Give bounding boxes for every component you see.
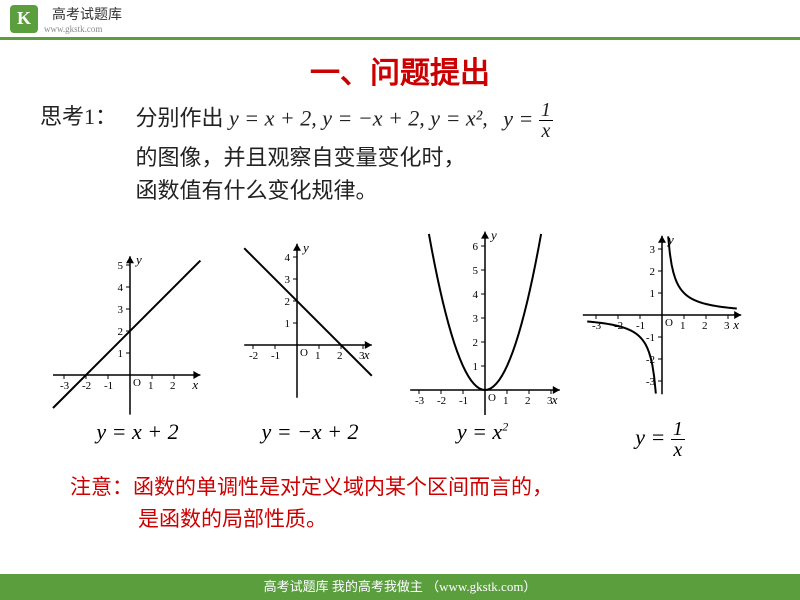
prompt-formulas: y = x + 2, y = −x + 2, y = x²,	[229, 106, 488, 131]
svg-text:-1: -1	[271, 350, 280, 362]
svg-text:2: 2	[337, 350, 343, 362]
label-3: y = x2	[395, 419, 570, 460]
label-4: y = 1x	[570, 419, 750, 460]
svg-text:1: 1	[650, 288, 656, 300]
svg-text:3: 3	[359, 350, 365, 362]
svg-text:O: O	[488, 392, 496, 404]
prompt-block: 思考1： 分别作出 y = x + 2, y = −x + 2, y = x²,…	[40, 100, 760, 207]
svg-text:2: 2	[702, 320, 708, 332]
svg-text:3: 3	[547, 395, 553, 407]
svg-text:2: 2	[285, 296, 291, 308]
svg-text:-2: -2	[82, 380, 91, 392]
note-line2: 是函数的局部性质。	[70, 504, 760, 536]
svg-text:4: 4	[118, 282, 124, 294]
svg-text:3: 3	[650, 244, 656, 256]
header: K 高考试题库 www.gkstk.com	[0, 0, 800, 40]
svg-text:-2: -2	[437, 395, 446, 407]
label-2: y = −x + 2	[225, 419, 395, 460]
svg-text:-3: -3	[60, 380, 70, 392]
prompt-line2: 的图像，并且观察自变量变化时，	[136, 145, 466, 170]
svg-text:O: O	[665, 317, 673, 329]
brand-url: www.gkstk.com	[44, 24, 122, 34]
svg-text:2: 2	[473, 337, 479, 349]
svg-text:1: 1	[148, 380, 154, 392]
svg-text:1: 1	[503, 395, 509, 407]
label-1: y = x + 2	[50, 419, 225, 460]
svg-text:1: 1	[118, 348, 124, 360]
svg-text:y: y	[134, 252, 142, 267]
svg-text:1: 1	[315, 350, 321, 362]
svg-text:1: 1	[680, 320, 686, 332]
svg-text:-1: -1	[104, 380, 113, 392]
svg-text:-1: -1	[636, 320, 645, 332]
prompt-label: 思考1：	[40, 100, 130, 133]
brand-name: 高考试题库	[52, 4, 122, 24]
svg-text:O: O	[133, 377, 141, 389]
chart-2: xyO-2-11231234	[225, 215, 395, 415]
svg-text:6: 6	[473, 241, 479, 253]
note-line1: 函数的单调性是对定义域内某个区间而言的，	[133, 475, 553, 499]
svg-text:3: 3	[473, 313, 479, 325]
svg-text:2: 2	[525, 395, 531, 407]
svg-text:y: y	[301, 240, 309, 255]
svg-text:y: y	[489, 228, 497, 243]
note-block: 注意：函数的单调性是对定义域内某个区间而言的， 是函数的局部性质。	[40, 472, 760, 535]
svg-text:O: O	[300, 347, 308, 359]
frac-num: 1	[539, 100, 553, 121]
svg-text:y: y	[666, 232, 674, 247]
svg-text:4: 4	[285, 252, 291, 264]
svg-text:-1: -1	[646, 332, 655, 344]
svg-text:-3: -3	[415, 395, 425, 407]
logo-icon: K	[10, 5, 38, 33]
frac-den: x	[539, 121, 553, 141]
svg-text:-2: -2	[249, 350, 258, 362]
svg-text:5: 5	[473, 265, 479, 277]
svg-text:3: 3	[724, 320, 730, 332]
svg-text:1: 1	[473, 361, 479, 373]
footer: 高考试题库 我的高考我做主 （www.gkstk.com）	[0, 574, 800, 600]
page-title: 一、问题提出	[0, 48, 800, 92]
svg-text:2: 2	[118, 326, 124, 338]
svg-text:2: 2	[650, 266, 656, 278]
svg-text:x: x	[191, 377, 198, 392]
charts-row: xyO-3-2-11212345xyO-2-11231234xyO-3-2-11…	[40, 215, 760, 415]
chart-4: xyO-3-2-1123-3-2-1123	[570, 215, 750, 415]
svg-text:-1: -1	[459, 395, 468, 407]
svg-text:3: 3	[285, 274, 291, 286]
prompt-line3: 函数值有什么变化规律。	[136, 178, 378, 203]
svg-text:1: 1	[285, 318, 291, 330]
chart-1: x y O -3 -2 -1 1 2 1 2 3 4 5	[50, 215, 225, 415]
chart-labels: y = x + 2 y = −x + 2 y = x2 y = 1x	[40, 419, 760, 460]
svg-text:3: 3	[118, 304, 124, 316]
svg-text:2: 2	[170, 380, 176, 392]
svg-text:x: x	[732, 317, 739, 332]
svg-text:5: 5	[118, 260, 124, 272]
frac-eq: y =	[503, 106, 533, 131]
svg-text:4: 4	[473, 289, 479, 301]
note-label: 注意：	[70, 475, 133, 499]
chart-3: xyO-3-2-1123123456	[395, 215, 570, 415]
prompt-line1-pre: 分别作出	[136, 106, 230, 131]
